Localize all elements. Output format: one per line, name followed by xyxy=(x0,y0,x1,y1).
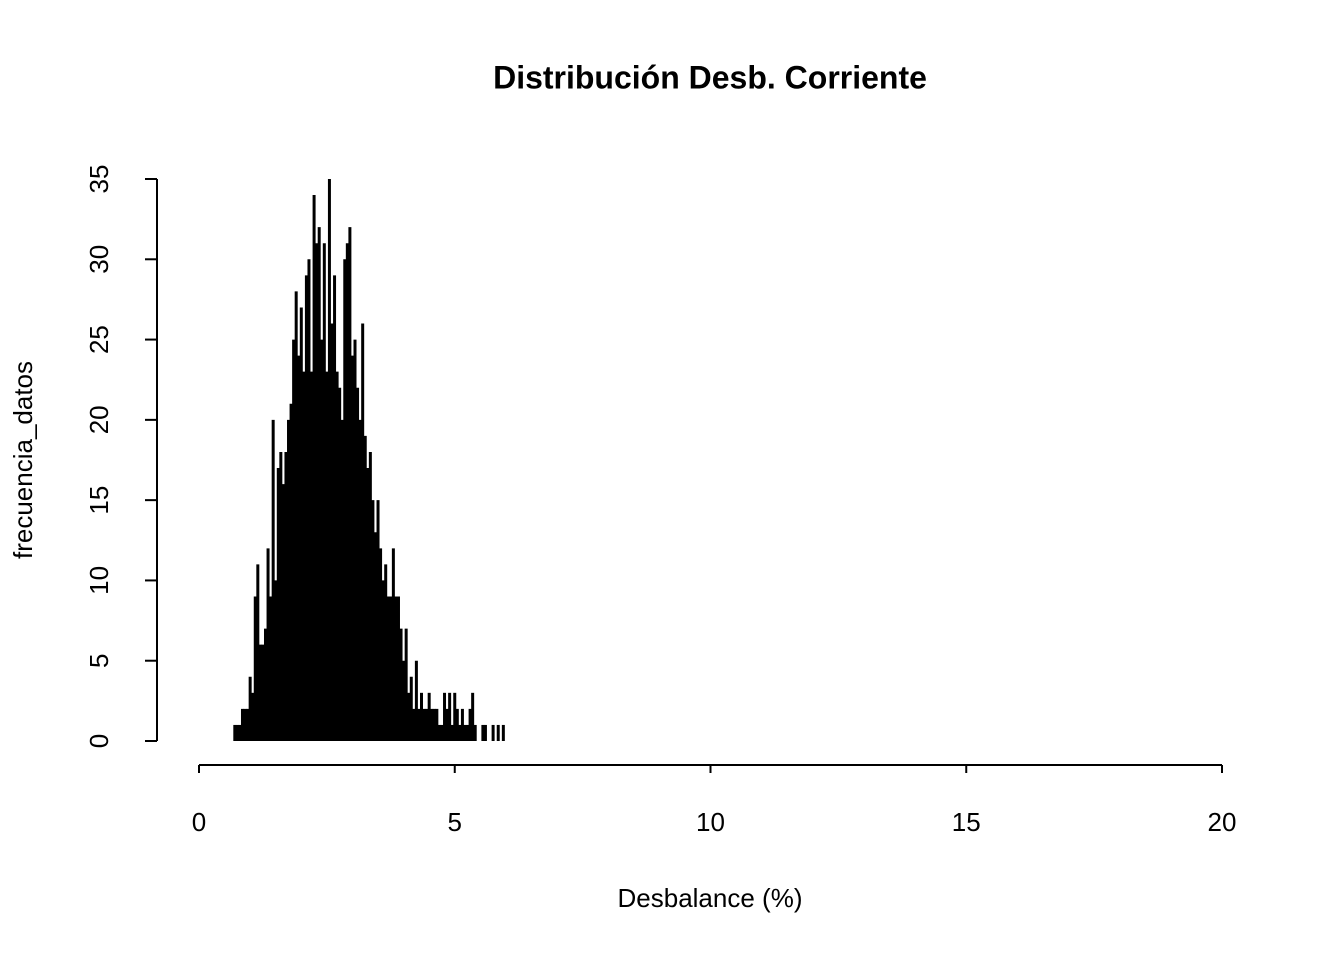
y-tick-label: 20 xyxy=(84,405,114,434)
y-tick-label: 25 xyxy=(84,325,114,354)
y-tick-label: 0 xyxy=(84,734,114,748)
y-tick-label: 5 xyxy=(84,653,114,667)
x-tick-label: 15 xyxy=(952,807,981,837)
x-axis-title: Desbalance (%) xyxy=(618,883,803,913)
x-tick-label: 20 xyxy=(1208,807,1237,837)
y-tick-label: 10 xyxy=(84,566,114,595)
y-tick-label: 15 xyxy=(84,486,114,515)
x-tick-label: 5 xyxy=(448,807,462,837)
y-axis-title: frecuencia_datos xyxy=(8,361,38,559)
y-tick-label: 30 xyxy=(84,245,114,274)
x-tick-label: 10 xyxy=(696,807,725,837)
x-tick-label: 0 xyxy=(192,807,206,837)
y-tick-label: 35 xyxy=(84,165,114,194)
chart-title: Distribución Desb. Corriente xyxy=(493,59,927,95)
